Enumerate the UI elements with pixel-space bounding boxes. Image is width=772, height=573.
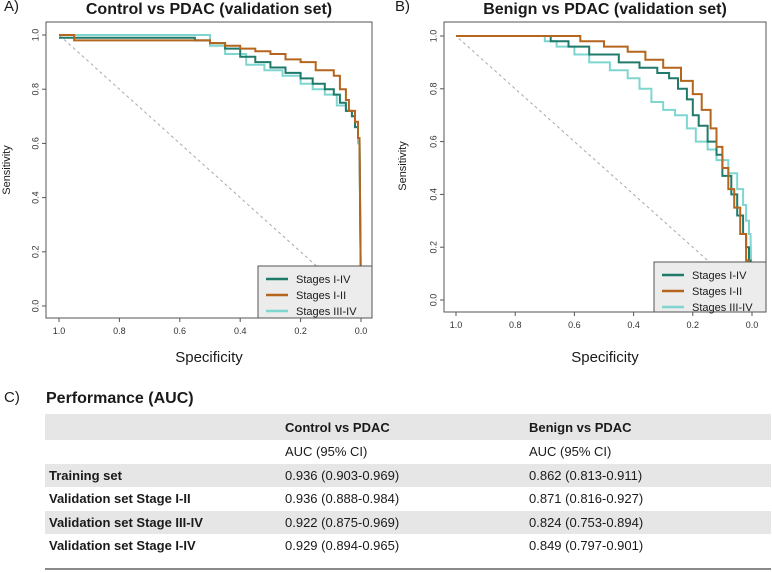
roc-line-stages-iii-iv	[456, 35, 753, 301]
reference-diagonal	[455, 35, 753, 301]
x-tick-label: 0.4	[627, 320, 640, 330]
legend-label: Stages III-IV	[692, 302, 753, 314]
y-tick-label: 0.6	[30, 137, 40, 150]
subheader-auc-benign: AUC (95% CI)	[529, 444, 612, 460]
y-tick-label: 0.2	[428, 241, 438, 254]
panel-label-c: C)	[4, 389, 20, 406]
y-tick-label: 0.2	[30, 246, 40, 259]
panel-label-b: B)	[395, 0, 410, 15]
table-bottom-rule	[45, 568, 771, 570]
y-tick-label: 1.0	[428, 30, 438, 43]
auc-table: Control vs PDAC Benign vs PDAC AUC (95% …	[45, 414, 771, 558]
legend-label: Stages I-IV	[296, 274, 351, 286]
plot-frame	[443, 21, 767, 313]
x-tick-label: 0.6	[568, 320, 581, 330]
chart-title: Control vs PDAC (validation set)	[86, 1, 332, 18]
x-tick-label: 1.0	[450, 320, 463, 330]
panel-label-a: A)	[4, 0, 19, 15]
auc-control-cell: 0.929 (0.894-0.965)	[285, 538, 400, 554]
y-tick-label: 0.4	[30, 191, 40, 204]
header-benign-vs-pdac: Benign vs PDAC	[525, 414, 771, 440]
reference-diagonal	[58, 34, 362, 307]
roc-line-stages-i-ii	[59, 34, 362, 307]
y-axis-label: Sensitivity	[397, 141, 409, 191]
table-row: Validation set Stage I-IV 0.929 (0.894-0…	[45, 534, 771, 558]
auc-benign-cell: 0.862 (0.813-0.911)	[525, 463, 771, 487]
y-tick-label: 0.0	[30, 300, 40, 313]
table-row: Validation set Stage III-IV 0.922 (0.875…	[45, 510, 771, 534]
row-label: Validation set Stage I-IV	[49, 538, 196, 554]
chart-title: Benign vs PDAC (validation set)	[483, 1, 727, 18]
auc-benign-cell: 0.824 (0.753-0.894)	[525, 510, 771, 534]
x-tick-label: 0.2	[687, 320, 700, 330]
subheader-empty-cell	[45, 440, 281, 464]
x-tick-label: 0.6	[174, 326, 187, 336]
x-tick-label: 1.0	[53, 326, 66, 336]
roc-line-stages-i-iv	[456, 35, 753, 301]
y-axis-label: Sensitivity	[1, 145, 13, 195]
x-tick-label: 0.8	[113, 326, 126, 336]
table-row: Validation set Stage I-II 0.936 (0.888-0…	[45, 487, 771, 511]
plot-frame	[45, 21, 373, 319]
x-tick-label: 0.0	[355, 326, 368, 336]
legend-box	[653, 261, 767, 313]
auc-control-cell: 0.936 (0.903-0.969)	[281, 463, 525, 487]
row-label: Training set	[45, 463, 281, 487]
roc-chart-benign-vs-pdac: Benign vs PDAC (validation set) 0.0 0.2 0.4…	[397, 1, 767, 366]
table-header-row: Control vs PDAC Benign vs PDAC	[45, 414, 771, 440]
row-label: Validation set Stage I-II	[49, 491, 191, 507]
y-tick-label: 0.6	[428, 135, 438, 148]
x-tick-label: 0.0	[746, 320, 759, 330]
y-tick-label: 0.0	[428, 294, 438, 307]
x-tick-label: 0.2	[294, 326, 307, 336]
x-axis-label: Specificity	[175, 349, 243, 366]
auc-control-cell: 0.936 (0.888-0.984)	[285, 491, 400, 507]
legend-label: Stages I-II	[692, 286, 742, 298]
y-tick-label: 1.0	[30, 29, 40, 42]
roc-chart-control-vs-pdac: Control vs PDAC (validation set) 0.0 0.2 0.…	[1, 1, 373, 366]
x-tick-label: 0.8	[509, 320, 522, 330]
auc-benign-cell: 0.871 (0.816-0.927)	[529, 491, 644, 507]
table-row: Training set 0.936 (0.903-0.969) 0.862 (…	[45, 463, 771, 487]
auc-benign-cell: 0.849 (0.797-0.901)	[529, 538, 644, 554]
legend-label: Stages I-IV	[692, 270, 747, 282]
x-tick-label: 0.4	[234, 326, 247, 336]
x-axis-label: Specificity	[571, 349, 639, 366]
header-empty-cell	[45, 414, 281, 440]
subheader-auc-control: AUC (95% CI)	[285, 444, 368, 460]
header-control-vs-pdac: Control vs PDAC	[281, 414, 525, 440]
roc-line-stages-i-ii	[456, 35, 753, 301]
legend-label: Stages I-II	[296, 290, 346, 302]
performance-title: Performance (AUC)	[46, 390, 194, 407]
row-label: Validation set Stage III-IV	[45, 510, 281, 534]
auc-control-cell: 0.922 (0.875-0.969)	[281, 510, 525, 534]
table-subheader-row: AUC (95% CI) AUC (95% CI)	[45, 440, 771, 464]
legend-label: Stages III-IV	[296, 306, 357, 318]
legend-box	[257, 265, 373, 319]
y-tick-label: 0.4	[428, 188, 438, 201]
y-tick-label: 0.8	[428, 83, 438, 96]
y-tick-label: 0.8	[30, 83, 40, 96]
